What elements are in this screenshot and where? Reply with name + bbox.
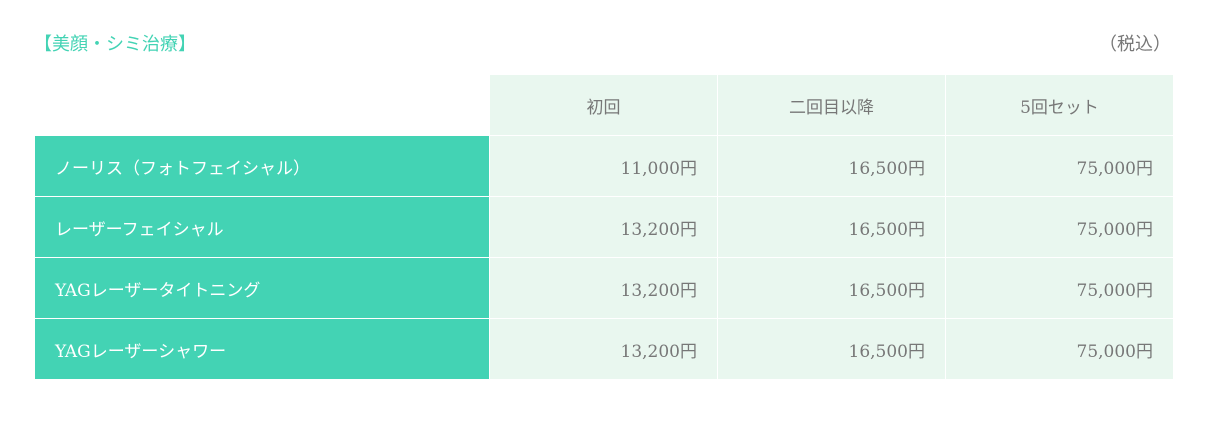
price-cell: 13,200円 [489, 257, 718, 319]
price-table: 初回 二回目以降 5回セット ノーリス（フォトフェイシャル） 11,000円 1… [34, 74, 1174, 380]
treatment-name: レーザーフェイシャル [34, 196, 490, 258]
tax-note: （税込） [1099, 34, 1171, 55]
header-second-onward: 二回目以降 [717, 74, 946, 136]
price-cell: 13,200円 [489, 196, 718, 258]
header-blank-cell [34, 74, 490, 136]
price-cell: 75,000円 [945, 196, 1174, 258]
price-cell: 16,500円 [717, 196, 946, 258]
table-header-row: 初回 二回目以降 5回セット [34, 74, 1174, 136]
section-title: 【美顔・シミ治療】 [34, 34, 196, 55]
table-row: ノーリス（フォトフェイシャル） 11,000円 16,500円 75,000円 [34, 135, 1174, 197]
price-cell: 11,000円 [489, 135, 718, 197]
table-row: YAGレーザーシャワー 13,200円 16,500円 75,000円 [34, 318, 1174, 380]
treatment-name: YAGレーザータイトニング [34, 257, 490, 319]
price-cell: 16,500円 [717, 257, 946, 319]
price-cell: 16,500円 [717, 135, 946, 197]
header-five-set: 5回セット [945, 74, 1174, 136]
treatment-name: YAGレーザーシャワー [34, 318, 490, 380]
price-cell: 16,500円 [717, 318, 946, 380]
table-row: YAGレーザータイトニング 13,200円 16,500円 75,000円 [34, 257, 1174, 319]
treatment-name: ノーリス（フォトフェイシャル） [34, 135, 490, 197]
header-first-visit: 初回 [489, 74, 718, 136]
table-row: レーザーフェイシャル 13,200円 16,500円 75,000円 [34, 196, 1174, 258]
price-cell: 13,200円 [489, 318, 718, 380]
price-cell: 75,000円 [945, 135, 1174, 197]
price-cell: 75,000円 [945, 257, 1174, 319]
price-cell: 75,000円 [945, 318, 1174, 380]
